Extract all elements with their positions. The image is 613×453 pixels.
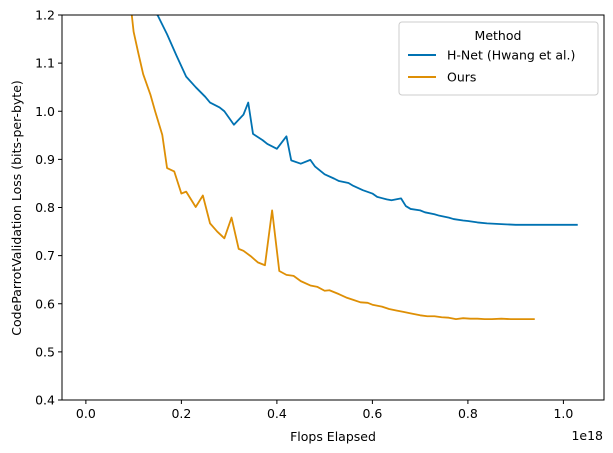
x-axis-label: Flops Elapsed	[290, 429, 376, 444]
legend-label-hnet: H-Net (Hwang et al.)	[447, 48, 575, 63]
x-axis: 0.0 0.2 0.4 0.6 0.8 1.0	[76, 400, 573, 421]
y-tick-label: 1.1	[35, 56, 55, 71]
y-tick-label: 0.4	[35, 393, 55, 408]
y-tick-label: 0.7	[35, 248, 55, 263]
y-tick-label: 0.8	[35, 200, 55, 215]
x-tick-label: 0.2	[171, 406, 191, 421]
y-axis: 0.4 0.5 0.6 0.7 0.8 0.9 1.0 1.1 1.2	[35, 8, 62, 408]
x-tick-label: 0.8	[458, 406, 478, 421]
y-tick-label: 1.0	[35, 104, 55, 119]
x-tick-label: 0.6	[362, 406, 382, 421]
series-line-hnet	[154, 15, 578, 226]
series-layer	[130, 15, 578, 321]
legend: Method H-Net (Hwang et al.) Ours	[398, 21, 599, 96]
x-tick-label: 1.0	[553, 406, 573, 421]
legend-title: Method	[475, 28, 522, 43]
y-tick-label: 0.6	[35, 296, 55, 311]
legend-label-ours: Ours	[447, 70, 476, 85]
x-axis-offset-label: 1e18	[571, 428, 603, 443]
x-tick-label: 0.0	[76, 406, 96, 421]
y-tick-label: 0.5	[35, 344, 55, 359]
legend-box	[398, 21, 599, 96]
series-line-ours	[130, 15, 535, 321]
y-tick-label: 0.9	[35, 152, 55, 167]
x-tick-label: 0.4	[267, 406, 287, 421]
y-tick-label: 1.2	[35, 8, 55, 23]
y-axis-label: CodeParrotValidation Loss (bits-per-byte…	[9, 80, 24, 336]
